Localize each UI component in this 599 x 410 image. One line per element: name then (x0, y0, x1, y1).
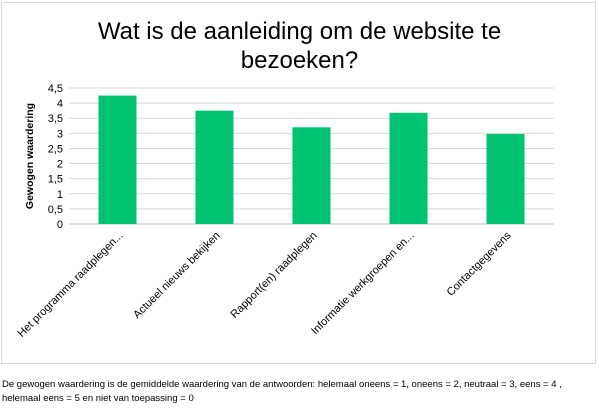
bar (389, 112, 428, 224)
x-tick-label: Het programma raadplegen... (16, 230, 126, 340)
y-tick-label: 4,5 (48, 83, 63, 95)
y-tick-label: 3,5 (48, 113, 63, 125)
chart-area: Wat is de aanleiding om de website te be… (1, 2, 596, 364)
y-tick-label: 0,5 (48, 204, 63, 216)
bar-chart: 0 0,5 1 1,5 2 2,5 3 3,5 4 4,5 Gewogen waardering He… (16, 83, 554, 340)
y-tick-label: 1,5 (48, 174, 63, 186)
y-tick-label: 3 (57, 128, 63, 140)
chart-title: Wat is de aanleiding om de website te be… (97, 18, 502, 74)
bar (292, 127, 331, 224)
x-tick-label: Informatie werkgroepen en... (309, 230, 417, 338)
x-tick-label: Contactgegevens (445, 229, 514, 298)
bar (195, 110, 234, 224)
y-axis-title: Gewogen waardering (24, 103, 36, 209)
y-tick-label: 2,5 (48, 143, 63, 155)
y-tick-label: 0 (57, 219, 63, 231)
y-tick-label: 4 (57, 98, 63, 110)
y-tick-label: 1 (57, 189, 63, 201)
x-tick-label: Rapport(en) raadplegen (229, 230, 320, 321)
y-tick-label: 2 (57, 159, 63, 171)
footnote: De gewogen waardering is de gemiddelde w… (2, 379, 562, 404)
bar (98, 95, 137, 224)
x-tick-label: Actueel nieuws bekijken (131, 230, 223, 322)
bar (486, 133, 525, 224)
